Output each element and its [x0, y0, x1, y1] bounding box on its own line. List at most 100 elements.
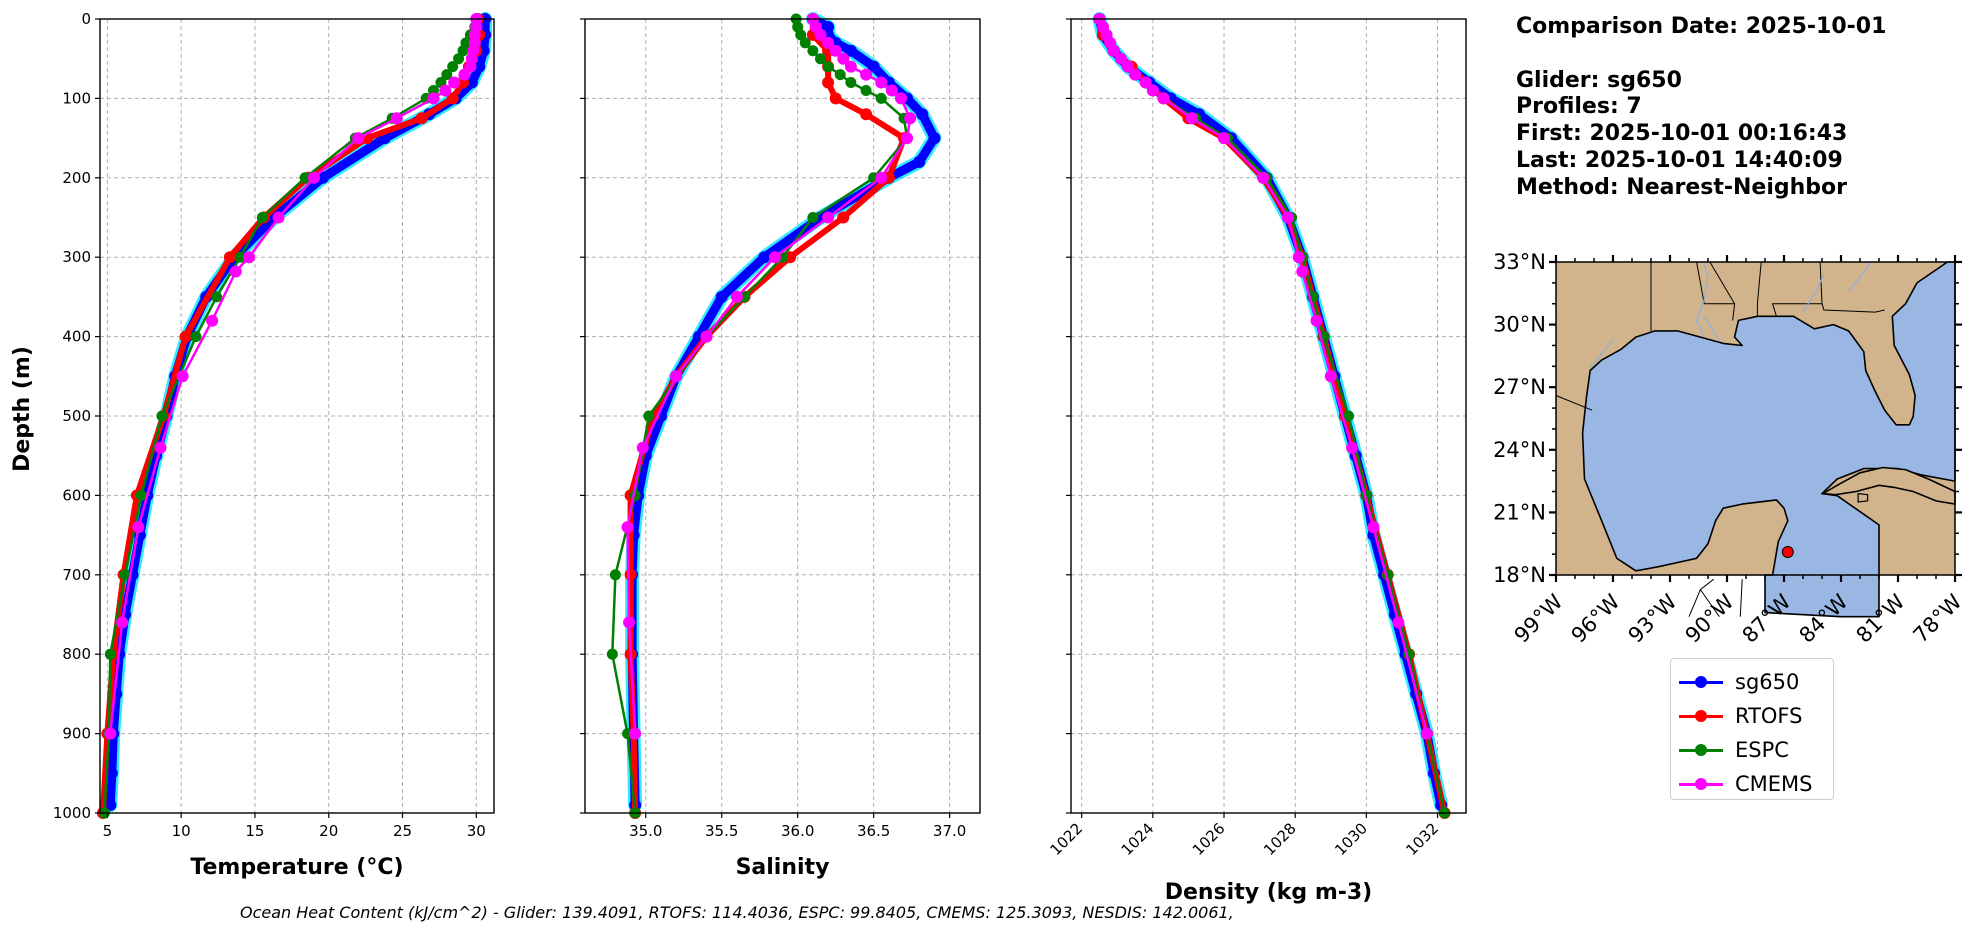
glider-name: Glider: sg650 — [1516, 68, 1682, 93]
country-state-border — [1819, 261, 1823, 304]
density-panel: 1022 1024 1026 1028 1030 1032 Density (kg m-3) — [1047, 12, 1467, 905]
data-point-cmems — [390, 112, 403, 125]
data-point-espc — [845, 77, 857, 89]
map-lat-label: 18°N — [1493, 563, 1546, 587]
data-point-cmems — [307, 171, 320, 184]
data-point-cmems — [1282, 211, 1295, 224]
data-point-espc — [453, 53, 465, 65]
data-point-cmems — [1346, 441, 1359, 454]
data-point-cmems — [1146, 84, 1159, 97]
legend: sg650 RTOFS ESPC CMEMS — [1670, 658, 1834, 800]
map-lat-label: 24°N — [1493, 438, 1546, 462]
gulf-map: 33°N 30°N 27°N 24°N 21°N 18°N99°W 96°W 93°W 90°W… — [1493, 250, 1967, 648]
data-point-cmems — [1121, 60, 1134, 73]
data-point-espc — [156, 410, 168, 422]
data-point-cmems — [1324, 370, 1337, 383]
series-sg650-halo — [625, 12, 942, 813]
data-point-cmems — [352, 132, 365, 145]
data-point-sg650 — [916, 108, 929, 121]
data-point-espc — [447, 61, 459, 73]
map-lat-label: 33°N — [1493, 250, 1546, 274]
data-point-rtofs — [837, 211, 850, 224]
country-state-border — [1709, 261, 1736, 304]
data-point-cmems — [700, 330, 713, 343]
series-sg650-halo — [1092, 12, 1449, 813]
x-tick-label: 10 — [172, 822, 191, 840]
data-point-cmems — [1310, 314, 1323, 327]
data-point-cmems — [1296, 265, 1309, 278]
data-point-cmems — [427, 92, 440, 105]
data-point-rtofs — [415, 112, 428, 125]
data-point-cmems — [439, 84, 452, 97]
data-point-cmems — [875, 171, 888, 184]
data-point-cmems — [154, 441, 167, 454]
country-state-border — [1688, 589, 1701, 617]
data-point-espc — [606, 648, 618, 660]
data-point-espc — [875, 92, 887, 104]
country-state-border — [1821, 303, 1885, 313]
legend-swatch — [1679, 675, 1723, 688]
data-point-espc — [860, 84, 872, 96]
legend-swatch — [1679, 709, 1723, 722]
data-point-espc — [211, 291, 223, 303]
data-point-cmems — [1218, 132, 1231, 145]
temperature-panel: 5 10 15 20 25 3001002003004005006007008009001… — [53, 10, 495, 880]
data-point-cmems — [730, 290, 743, 303]
x-tick-label: 36.0 — [781, 822, 814, 840]
y-tick-label: 0 — [81, 10, 91, 28]
data-point-sg650 — [715, 290, 728, 303]
data-point-cmems — [272, 211, 285, 224]
data-point-espc — [119, 569, 131, 581]
data-point-sg650 — [316, 171, 329, 184]
data-point-cmems — [895, 92, 907, 105]
legend-label: ESPC — [1735, 738, 1789, 762]
x-tick-label: 1032 — [1402, 819, 1442, 859]
data-point-cmems — [875, 76, 888, 89]
last-profile-time: Last: 2025-10-01 14:40:09 — [1516, 148, 1843, 173]
legend-label: sg650 — [1735, 670, 1800, 694]
map-lon-label: 78°W — [1909, 589, 1967, 647]
river-line — [1695, 261, 1709, 338]
x-tick-label: 15 — [245, 822, 264, 840]
data-point-cmems — [623, 616, 636, 629]
data-point-cmems — [1392, 616, 1405, 629]
map-lat-label: 21°N — [1493, 500, 1546, 524]
map-lon-label: 99°W — [1510, 589, 1568, 647]
y-tick-label: 400 — [62, 328, 91, 346]
country-state-border — [1555, 395, 1593, 411]
river-line — [1589, 338, 1614, 369]
map-lon-label: 93°W — [1624, 589, 1682, 647]
data-point-espc — [256, 212, 268, 223]
data-point-cmems — [243, 251, 256, 264]
data-point-cmems — [458, 68, 471, 81]
isla-juventud-island — [1857, 492, 1869, 503]
data-point-espc — [190, 331, 202, 343]
x-tick-label: 1022 — [1047, 819, 1087, 859]
data-point-cmems — [1257, 171, 1270, 184]
country-state-border — [1739, 579, 1743, 617]
data-point-espc — [834, 69, 846, 81]
data-point-cmems — [822, 211, 835, 224]
x-tick-label: 1024 — [1118, 819, 1158, 859]
x-tick-label: 1030 — [1331, 819, 1371, 859]
series-line-sg650 — [627, 14, 939, 810]
x-axis-label: Salinity — [736, 855, 830, 880]
data-point-sg650 — [867, 60, 880, 73]
data-point-cmems — [885, 84, 898, 97]
glider-location-marker — [1781, 546, 1794, 559]
x-tick-label: 37.0 — [933, 822, 966, 840]
legend-label: CMEMS — [1735, 772, 1813, 796]
data-point-cmems — [1107, 44, 1120, 57]
x-tick-label: 35.5 — [705, 822, 738, 840]
data-point-cmems — [1420, 727, 1433, 740]
data-point-espc — [799, 37, 811, 49]
data-point-sg650 — [913, 155, 926, 168]
legend-item-espc: ESPC — [1679, 733, 1825, 767]
y-tick-label: 300 — [62, 248, 91, 266]
data-point-sg650 — [928, 132, 941, 145]
data-point-cmems — [1114, 52, 1127, 65]
data-point-espc — [643, 410, 655, 422]
series-line-sg650 — [1095, 14, 1446, 810]
legend-swatch — [1679, 777, 1723, 790]
